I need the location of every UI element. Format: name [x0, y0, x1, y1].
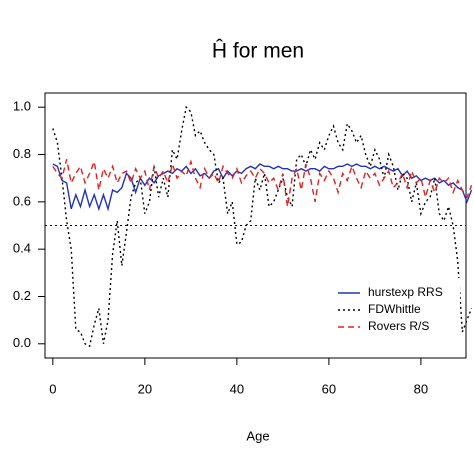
y-tick-label: 0.8 [13, 146, 31, 161]
x-axis-label: Age [246, 428, 269, 443]
y-tick-label: 0.4 [13, 241, 31, 256]
legend-label: FDWhittle [368, 302, 421, 316]
legend-label: hurstexp RRS [368, 285, 443, 299]
y-tick-label: 0.0 [13, 335, 31, 350]
x-tick-label: 40 [230, 381, 244, 396]
x-tick-label: 0 [49, 381, 56, 396]
y-tick-label: 0.6 [13, 193, 31, 208]
x-tick-label: 20 [138, 381, 152, 396]
legend-label: Rovers R/S [368, 319, 429, 333]
y-tick-label: 1.0 [13, 99, 31, 114]
chart-title: Ĥ for men [212, 40, 304, 63]
legend-box [333, 278, 460, 352]
y-tick-label: 0.2 [13, 288, 31, 303]
x-tick-label: 80 [414, 381, 428, 396]
series-line [52, 158, 473, 207]
x-tick-label: 60 [322, 381, 336, 396]
